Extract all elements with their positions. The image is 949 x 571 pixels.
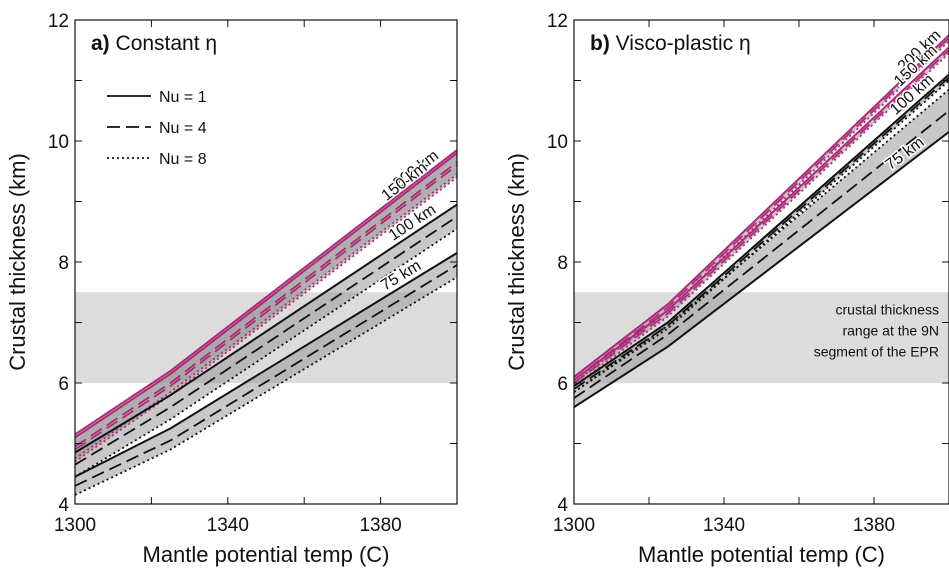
y-tick-label: 6 (557, 374, 568, 395)
y-tick-label: 12 (547, 11, 568, 32)
series-line-75-km-nu-3 (75, 276, 457, 496)
legend-label: Nu = 4 (159, 120, 207, 137)
series-line-150-km-nu-2 (75, 164, 457, 451)
series-line-75-km-nu-1 (75, 252, 457, 478)
envelope-75-km (75, 252, 457, 495)
y-tick-label: 6 (58, 374, 69, 395)
y-axis-label: Crustal thickness (km) (5, 153, 30, 371)
band-annotation-line: segment of the EPR (814, 343, 939, 359)
panel-letter: a) (91, 32, 110, 55)
series-line-100-km-nu-2 (574, 76, 949, 390)
x-tick-label: 1300 (553, 515, 595, 536)
envelope-150-km (75, 153, 457, 462)
series-line-100-km-nu-1 (574, 73, 949, 387)
envelope-75-km (574, 89, 949, 408)
x-tick-label: 1380 (359, 515, 401, 536)
y-tick-label: 10 (48, 132, 69, 153)
series-line-150-km-nu-1 (574, 46, 949, 381)
series-line-75-km-nu-1 (574, 131, 949, 409)
panel-title: b) Visco-plastic η (590, 32, 751, 55)
series-line-75-km-nu-2 (75, 264, 457, 487)
plot-area (574, 34, 949, 409)
x-tick-label: 1340 (207, 515, 249, 536)
y-axis-label: Crustal thickness (km) (504, 153, 529, 371)
series-line-200-km-nu-3 (75, 173, 457, 460)
legend: Nu = 1 Nu = 4 Nu = 8 (107, 89, 207, 168)
y-tick-label: 12 (48, 11, 69, 32)
series-line-150-km-nu-3 (574, 52, 949, 387)
y-tick-label: 4 (58, 495, 69, 516)
band-annotation-line: range at the 9N (842, 322, 939, 338)
series-line-75-km-nu-2 (574, 110, 949, 399)
band-annotation-line: crustal thickness (836, 301, 939, 317)
legend-label: Nu = 1 (159, 89, 207, 106)
plot-area (75, 149, 457, 496)
y-tick-label: 4 (557, 495, 568, 516)
x-axis-label: Mantle potential temp (C) (638, 542, 885, 567)
y-tick-label: 8 (58, 253, 69, 274)
legend-label: Nu = 8 (159, 151, 207, 168)
y-tick-label: 10 (547, 132, 568, 153)
panel-title-text: Visco-plastic η (610, 32, 751, 55)
panel-letter: b) (590, 32, 610, 55)
y-tick-label: 8 (557, 253, 568, 274)
panel-title: a) Constant η (91, 32, 217, 55)
series-line-100-km-nu-1 (75, 203, 457, 454)
x-axis-label: Mantle potential temp (C) (143, 542, 390, 567)
envelope-100-km (75, 204, 457, 477)
series-line-150-km-nu-2 (574, 49, 949, 384)
x-tick-label: 1340 (703, 515, 745, 536)
series-line-200-km-nu-1 (75, 149, 457, 436)
series-line-100-km-nu-3 (75, 227, 457, 478)
panel-title-text: Constant η (110, 32, 217, 55)
series-line-200-km-nu-1 (574, 34, 949, 378)
x-tick-label: 1300 (54, 515, 96, 536)
x-tick-label: 1380 (853, 515, 895, 536)
series-line-150-km-nu-1 (75, 152, 457, 439)
series-line-200-km-nu-2 (75, 161, 457, 448)
